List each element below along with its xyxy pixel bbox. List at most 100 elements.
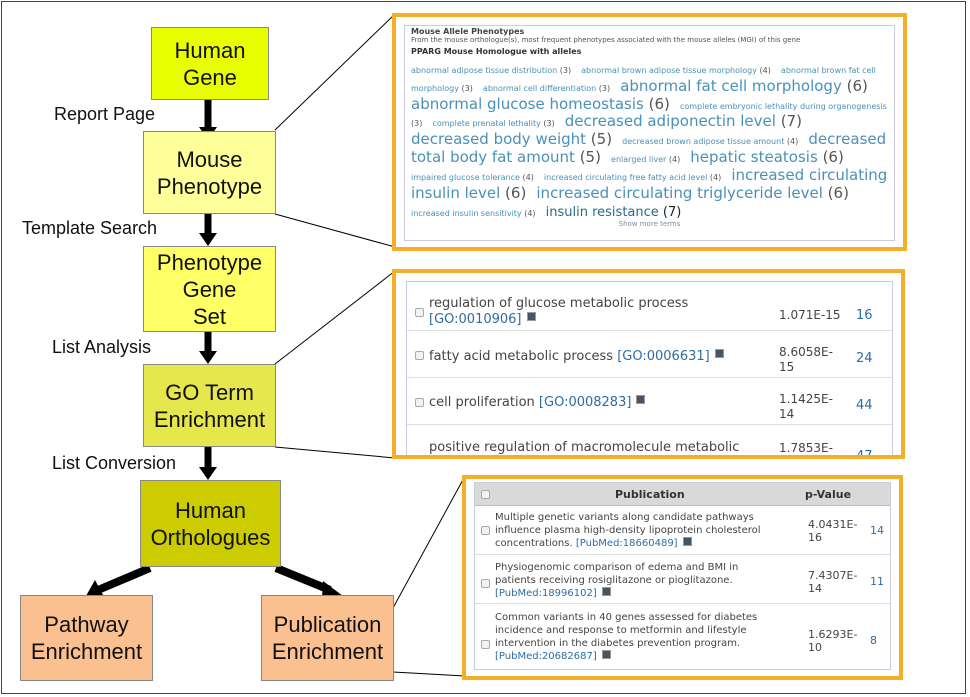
phenotype-term-count: (6) <box>822 184 849 203</box>
callout-line <box>274 13 396 131</box>
external-link-icon[interactable] <box>682 537 692 546</box>
phenotype-term[interactable]: increased circulating insulin level (6) <box>411 166 887 202</box>
phenotype-term-link[interactable]: complete prenatal lethality <box>432 119 541 129</box>
phenotype-term-link[interactable]: enlarged liver <box>611 155 667 165</box>
phenotype-term-link[interactable]: complete embryonic lethality during orga… <box>679 101 887 111</box>
phenotype-term[interactable]: abnormal fat cell morphology (6) <box>620 77 868 95</box>
p-value: 8.6058E- 15 <box>779 345 833 374</box>
publication-title: Multiple genetic variants along candidat… <box>495 512 761 549</box>
row-checkbox[interactable] <box>481 526 490 535</box>
row-checkbox[interactable] <box>481 640 490 649</box>
phenotype-term-count: (3) <box>411 119 423 129</box>
callout-line <box>274 446 396 459</box>
publication-title: Physiogenomic comparison of edema and BM… <box>495 562 739 586</box>
publication-panel: Publication p-Value Multiple genetic var… <box>462 475 903 680</box>
phenotype-term-link[interactable]: abnormal cell differentiation <box>482 83 597 93</box>
phenotype-term[interactable]: abnormal cell differentiation (3) <box>483 84 610 93</box>
phenotype-term[interactable]: decreased adiponectin level (7) <box>565 112 802 130</box>
row-checkbox[interactable] <box>415 398 424 407</box>
phenotype-cloud: Mouse Allele Phenotypes From the mouse o… <box>405 26 894 230</box>
pubmed-link[interactable]: [PubMed:18660489] <box>575 538 678 549</box>
phenotype-term-link[interactable]: impaired glucose tolerance <box>411 173 520 183</box>
phenotype-term-count: (6) <box>643 94 670 113</box>
edge-label-report-page: Report Page <box>54 104 156 124</box>
p-value: 4.0431E- 16 <box>808 518 858 544</box>
phenotype-term[interactable]: abnormal glucose homeostasis (6) <box>411 95 670 113</box>
phenotype-term-link[interactable]: decreased body weight <box>411 130 587 149</box>
go-id-link[interactable]: [GO:0008283] <box>538 395 632 410</box>
gene-count-link[interactable]: 24 <box>856 351 873 366</box>
phenotype-term[interactable]: abnormal adipose tissue distribution (3) <box>411 66 571 75</box>
arrowhead-3 <box>199 351 217 364</box>
phenotype-term[interactable]: abnormal brown adipose tissue morphology… <box>581 66 771 75</box>
phenotype-term-link[interactable]: decreased adiponectin level <box>564 112 776 131</box>
phenotype-title: Mouse Allele Phenotypes <box>411 27 525 36</box>
phenotype-term[interactable]: hepatic steatosis (6) <box>690 148 844 166</box>
row-checkbox[interactable] <box>415 308 424 317</box>
go-id-link[interactable]: [GO:0010906] <box>429 312 522 327</box>
phenotype-term-link[interactable]: decreased brown adipose tissue amount <box>622 137 785 147</box>
phenotype-term[interactable]: decreased body weight (5) <box>411 130 612 148</box>
go-term-name: fatty acid metabolic process <box>429 349 614 364</box>
publication-text: Physiogenomic comparison of edema and BM… <box>495 561 790 600</box>
phenotype-term-link[interactable]: increased circulating free fatty acid le… <box>543 173 708 183</box>
phenotype-term[interactable]: impaired glucose tolerance (4) <box>411 173 534 182</box>
count-link[interactable]: 11 <box>870 575 884 588</box>
go-term-cell: fatty acid metabolic process [GO:0006631… <box>429 349 769 365</box>
phenotype-term[interactable]: decreased brown adipose tissue amount (4… <box>622 137 798 146</box>
phenotype-term-link[interactable]: insulin resistance <box>545 204 659 220</box>
phenotype-term-count: (7) <box>775 112 802 131</box>
gene-count-link[interactable]: 47 <box>856 449 873 455</box>
phenotype-term[interactable]: increased insulin sensitivity (4) <box>411 209 536 218</box>
count-link[interactable]: 8 <box>870 634 877 647</box>
phenotype-term[interactable]: complete embryonic lethality during orga… <box>411 102 887 129</box>
phenotype-term-link[interactable]: hepatic steatosis <box>690 148 818 167</box>
phenotype-term-link[interactable]: increased circulating triglyceride level <box>536 184 823 203</box>
phenotype-term[interactable]: complete prenatal lethality (3) <box>432 119 554 128</box>
external-link-icon[interactable] <box>714 349 724 358</box>
external-link-icon[interactable] <box>601 587 611 596</box>
gene-count-link[interactable]: 44 <box>856 398 873 413</box>
show-more-terms-link[interactable]: Show more terms <box>618 219 681 228</box>
phenotype-term-link[interactable]: abnormal brown adipose tissue morphology <box>581 65 757 75</box>
phenotype-term-link[interactable]: abnormal brown fat cell morphology <box>411 65 876 93</box>
row-checkbox[interactable] <box>481 579 490 588</box>
phenotype-term-link[interactable]: decreased total body fat amount <box>411 130 887 167</box>
phenotype-term-link[interactable]: increased insulin sensitivity <box>411 208 522 218</box>
pubmed-link[interactable]: [PubMed:20682687] <box>495 651 597 662</box>
human-gene-node: Human Gene <box>151 27 269 100</box>
go-enrichment-panel: regulation of glucose metabolic process … <box>392 269 905 459</box>
go-id-link[interactable]: [GO:0006631] <box>617 349 710 364</box>
phenotype-term-count: (3) <box>596 83 611 93</box>
phenotype-term-link[interactable]: abnormal adipose tissue distribution <box>411 65 558 75</box>
callout-line <box>392 671 466 677</box>
arrowhead-6 <box>322 581 343 598</box>
phenotype-term[interactable]: decreased total body fat amount (5) <box>411 130 886 166</box>
phenotype-term[interactable]: insulin resistance (7) <box>546 205 682 220</box>
publication-row: Physiogenomic comparison of edema and BM… <box>475 555 890 604</box>
phenotype-term[interactable]: enlarged liver (4) <box>611 155 680 164</box>
external-link-icon[interactable] <box>601 650 611 659</box>
phenotype-term-count: (4) <box>756 65 771 75</box>
external-link-icon[interactable] <box>526 312 536 321</box>
gene-count-link[interactable]: 16 <box>856 308 873 323</box>
phenotype-term-count: (5) <box>574 148 601 167</box>
phenotype-term-link[interactable]: abnormal glucose homeostasis <box>411 94 644 113</box>
arrow-6 <box>274 564 332 594</box>
pubmed-link[interactable]: [PubMed:18996102] <box>495 588 597 599</box>
phenotype-term[interactable]: abnormal brown fat cell morphology (3) <box>411 66 876 93</box>
select-all-checkbox[interactable] <box>481 490 490 499</box>
external-link-icon[interactable] <box>636 395 646 404</box>
row-checkbox[interactable] <box>415 351 424 360</box>
phenotype-term[interactable]: increased circulating free fatty acid le… <box>544 173 721 182</box>
count-link[interactable]: 14 <box>870 524 884 537</box>
phenotype-term-count: (5) <box>586 130 613 149</box>
phenotype-term-count: (6) <box>500 184 527 203</box>
arrow-5 <box>96 564 152 594</box>
publication-text: Common variants in 40 genes assessed for… <box>495 611 790 663</box>
phenotype-term[interactable]: increased circulating triglyceride level… <box>536 184 849 202</box>
phenotype-term-link[interactable]: increased circulating insulin level <box>411 166 888 203</box>
go-term-name: positive regulation of macromolecule met… <box>429 440 740 455</box>
phenotype-term-link[interactable]: abnormal fat cell morphology <box>620 76 842 95</box>
